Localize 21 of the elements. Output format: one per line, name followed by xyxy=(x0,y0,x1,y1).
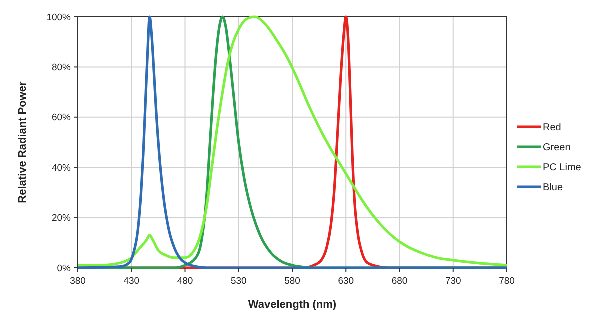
x-tick-label: 530 xyxy=(230,276,247,287)
y-tick-label: 60% xyxy=(52,112,72,124)
y-tick-label: 80% xyxy=(52,62,72,74)
legend-label: PC Lime xyxy=(543,162,582,174)
y-tick-label: 20% xyxy=(52,213,72,224)
legend-label: Blue xyxy=(543,182,564,194)
legend-label: Red xyxy=(543,122,562,134)
legend-label: Green xyxy=(543,142,571,154)
x-tick-label: 630 xyxy=(338,276,354,287)
y-axis-title: Relative Radiant Power xyxy=(17,80,29,204)
y-tick-label: 100% xyxy=(46,12,72,24)
x-tick-label: 480 xyxy=(177,276,194,287)
x-tick-label: 380 xyxy=(70,276,86,287)
x-tick-label: 730 xyxy=(445,276,462,287)
y-tick-label: 0% xyxy=(57,263,72,274)
x-tick-label: 430 xyxy=(124,276,140,287)
y-tick-label: 40% xyxy=(52,162,72,174)
x-axis-title: Wavelength (nm) xyxy=(248,299,337,311)
x-tick-label: 680 xyxy=(392,276,408,287)
x-tick-label: 780 xyxy=(499,276,515,287)
x-tick-label: 580 xyxy=(284,276,300,287)
